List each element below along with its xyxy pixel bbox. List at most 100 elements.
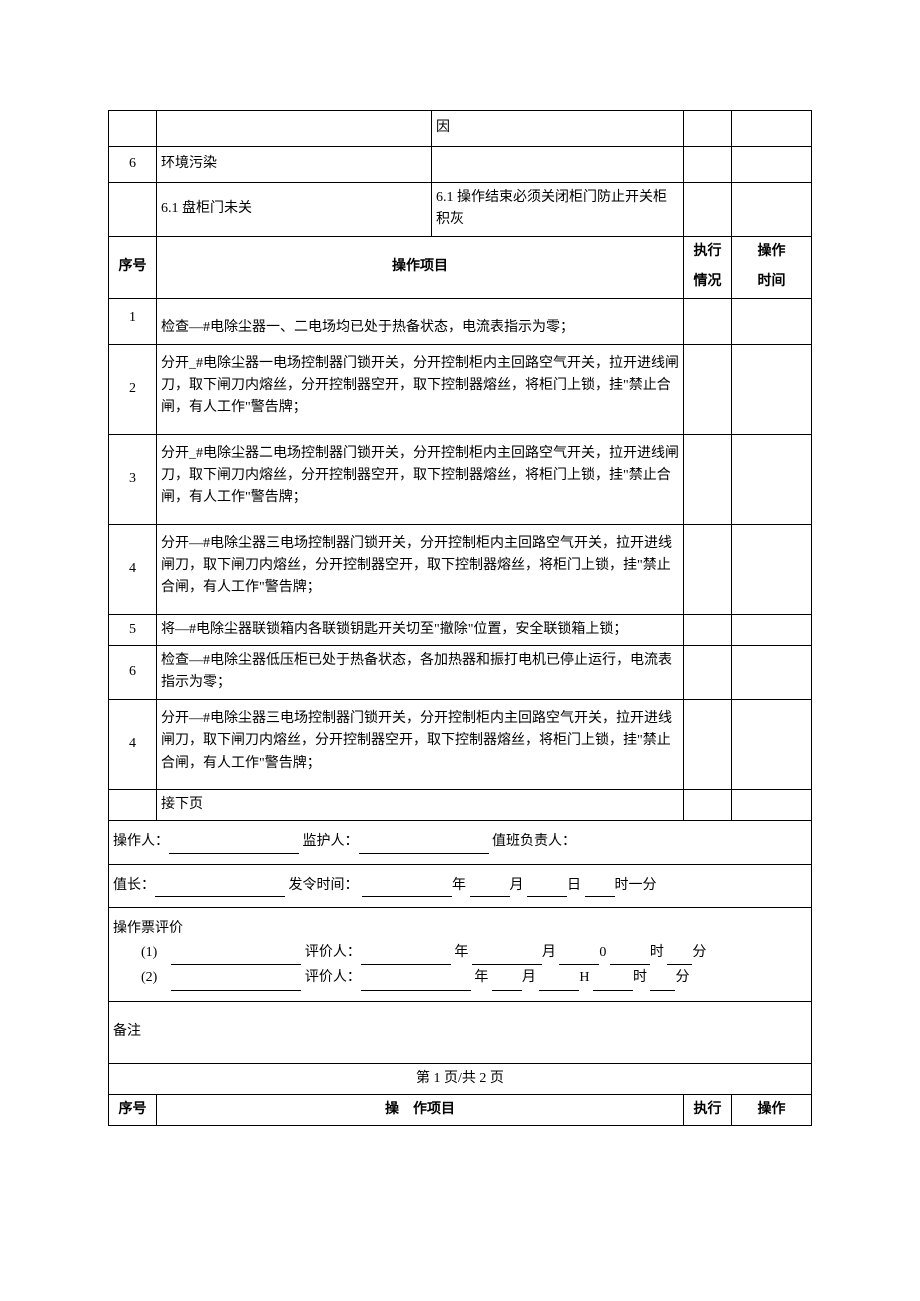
- order-year-blank: [362, 882, 452, 897]
- op-row-6-time: [732, 699, 812, 789]
- op-row-4-num: 5: [109, 614, 157, 645]
- upper-row-0-exec: [684, 111, 732, 147]
- header-exec-l1: 执行: [684, 236, 732, 267]
- operator-blank: [169, 838, 299, 853]
- op-row-2-num: 3: [109, 434, 157, 524]
- upper-row-1-right: [432, 147, 684, 183]
- header-time-l2: 时间: [732, 267, 812, 298]
- op-row-1-num: 2: [109, 344, 157, 434]
- op-row-1-exec: [684, 344, 732, 434]
- upper-row-1-exec: [684, 147, 732, 183]
- eval-2-day-blank: [539, 975, 579, 990]
- eval-1-month: 月: [542, 945, 556, 960]
- order-month-blank: [470, 882, 510, 897]
- upper-row-2-left: 6.1 盘柜门未关: [157, 183, 432, 237]
- footer-header-exec: 执行: [684, 1095, 732, 1126]
- shiftleader-blank: [155, 882, 285, 897]
- op-row-2-time: [732, 434, 812, 524]
- upper-risk-table: 因 6 环境污染 6.1 盘柜门未关 6.1 操作结束必须关闭柜门防止开关柜积灰: [108, 110, 812, 237]
- op-row-4-exec: [684, 614, 732, 645]
- upper-row-2-right: 6.1 操作结束必须关闭柜门防止开关柜积灰: [432, 183, 684, 237]
- remarks-cell: 备注: [109, 1001, 812, 1063]
- eval-2-hour: 时: [633, 970, 647, 985]
- op-row-1-time: [732, 344, 812, 434]
- page-indicator: 第 1 页/共 2 页: [109, 1063, 812, 1094]
- evaluation-title: 操作票评价: [113, 918, 807, 940]
- op-row-0-num: 1: [109, 298, 157, 344]
- upper-row-1-left: 环境污染: [157, 147, 432, 183]
- upper-row-2-time: [732, 183, 812, 237]
- eval-1-hour-blank: [610, 950, 650, 965]
- eval-2-month-blank: [492, 975, 522, 990]
- eval-2-hour-blank: [593, 975, 633, 990]
- op-row-6-exec: [684, 699, 732, 789]
- header-num: 序号: [109, 236, 157, 298]
- evaluation-cell: 操作票评价 (1) 评价人： 年 月 0 时 分 (2) 评价人： 年 月 H …: [109, 907, 812, 1001]
- op-row-0-text: 检查—#电除尘器一、二电场均已处于热备状态，电流表指示为零；: [157, 298, 684, 344]
- op-row-5-num: 6: [109, 645, 157, 699]
- op-row-5-time: [732, 645, 812, 699]
- upper-row-2-exec: [684, 183, 732, 237]
- eval-1-year: 年: [454, 945, 468, 960]
- main-operation-table: 序号 操作项目 执行 操作 情况 时间 1 检查—#电除尘器一、二电场均已处于热…: [108, 236, 812, 1095]
- eval-1-month-blank: [472, 950, 542, 965]
- upper-row-0-right: 因: [432, 111, 684, 147]
- eval-2-minute: 分: [675, 970, 689, 985]
- supervisor-label: 监护人：: [303, 834, 359, 849]
- operator-label: 操作人：: [113, 834, 169, 849]
- eval-1-char0: 0: [599, 945, 606, 960]
- eval-1-minute: 分: [692, 945, 706, 960]
- eval-1-content-blank: [171, 950, 301, 965]
- eval-2-content-blank: [171, 975, 301, 990]
- eval-1-num: (1): [141, 945, 157, 960]
- op-row-2-exec: [684, 434, 732, 524]
- op-row-2-text: 分开_#电除尘器二电场控制器门锁开关，分开控制柜内主回路空气开关，拉开进线闸刀，…: [157, 434, 684, 524]
- order-hour-blank: [585, 882, 615, 897]
- header-exec-l2: 情况: [684, 267, 732, 298]
- op-row-3-exec: [684, 524, 732, 614]
- eval-2-charH: H: [579, 970, 589, 985]
- upper-row-0-left: [157, 111, 432, 147]
- op-row-1-text: 分开_#电除尘器一电场控制器门锁开关，分开控制柜内主回路空气开关，拉开进线闸刀，…: [157, 344, 684, 434]
- footer-header-item1: 操: [385, 1102, 399, 1117]
- upper-row-1-time: [732, 147, 812, 183]
- year-label: 年: [452, 878, 466, 893]
- evaluation-line-1: (1) 评价人： 年 月 0 时 分: [113, 940, 807, 965]
- shiftleader-label: 值长：: [113, 878, 155, 893]
- op-row-3-text: 分开—#电除尘器三电场控制器门锁开关，分开控制柜内主回路空气开关，拉开进线闸刀，…: [157, 524, 684, 614]
- hourminute-label: 时一分: [615, 878, 657, 893]
- month-label: 月: [510, 878, 524, 893]
- op-row-0-time: [732, 298, 812, 344]
- eval-2-year: 年: [474, 970, 488, 985]
- op-row-5-exec: [684, 645, 732, 699]
- day-label: 日: [567, 878, 581, 893]
- upper-row-0-time: [732, 111, 812, 147]
- header-item: 操作项目: [157, 236, 684, 298]
- signature-row-1: 操作人： 监护人： 值班负责人：: [109, 821, 812, 864]
- op-row-3-num: 4: [109, 524, 157, 614]
- upper-row-0-num: [109, 111, 157, 147]
- op-row-4-time: [732, 614, 812, 645]
- eval-1-hour: 时: [650, 945, 664, 960]
- order-day-blank: [527, 882, 567, 897]
- eval-2-minute-blank: [650, 975, 675, 990]
- signature-row-2: 值长： 发令时间： 年 月 日 时一分: [109, 864, 812, 907]
- eval-2-month: 月: [522, 970, 536, 985]
- op-row-7-exec: [684, 789, 732, 820]
- evaluation-line-2: (2) 评价人： 年 月 H 时 分: [113, 965, 807, 990]
- upper-row-1-num: 6: [109, 147, 157, 183]
- footer-header-item2: 作项目: [413, 1102, 455, 1117]
- op-row-6-text: 分开—#电除尘器三电场控制器门锁开关，分开控制柜内主回路空气开关，拉开进线闸刀，…: [157, 699, 684, 789]
- eval-1-label: 评价人：: [305, 945, 361, 960]
- header-time-l1: 操作: [732, 236, 812, 267]
- footer-header-time: 操作: [732, 1095, 812, 1126]
- ordertime-label: 发令时间：: [289, 878, 359, 893]
- eval-1-person-blank: [361, 950, 451, 965]
- eval-2-person-blank: [361, 975, 471, 990]
- footer-header-item: 操 作项目: [157, 1095, 684, 1126]
- upper-row-2-num: [109, 183, 157, 237]
- eval-1-day-blank: [559, 950, 599, 965]
- op-row-5-text: 检查—#电除尘器低压柜已处于热备状态，各加热器和振打电机已停止运行，电流表指示为…: [157, 645, 684, 699]
- op-row-7-text: 接下页: [157, 789, 684, 820]
- footer-header-num: 序号: [109, 1095, 157, 1126]
